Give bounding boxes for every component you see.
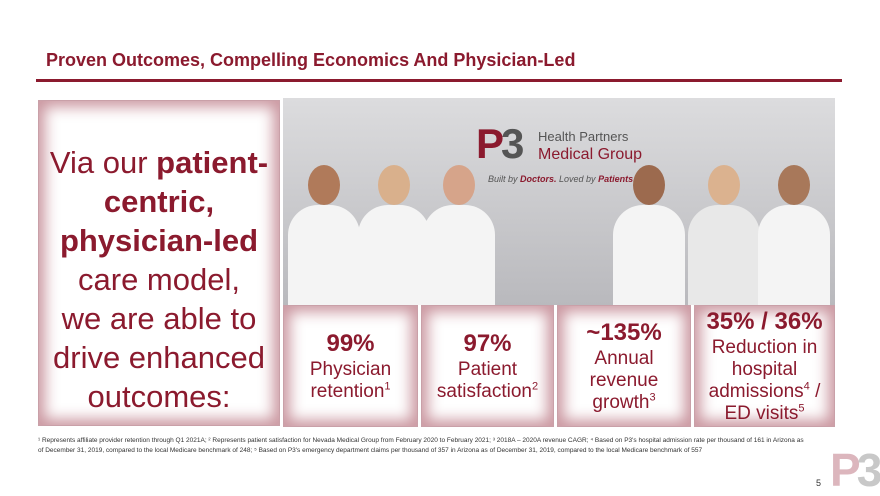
footnote-ref: 2 [531, 380, 539, 393]
stat-label: Reduction in [711, 337, 818, 358]
intro-text: outcomes: [87, 379, 231, 414]
physicians-photo: P3 Health Partners Medical Group Built b… [283, 98, 835, 305]
logo-line1: Health Partners [538, 129, 629, 144]
stat-value: 97% [463, 330, 512, 357]
stat-admissions: 35% / 36% Reduction in hospital admissio… [694, 305, 835, 427]
p3-logo: P3 Health Partners Medical Group Built b… [476, 120, 642, 184]
physician-figure [423, 155, 495, 305]
stat-label: hospital [731, 359, 798, 380]
intro-text: Via our [49, 145, 157, 180]
intro-emphasis: patient- [156, 145, 269, 180]
stat-value: 99% [326, 330, 375, 357]
footnote-ref: 3 [649, 391, 656, 404]
stat-satisfaction: 97% Patient satisfaction2 [421, 305, 554, 427]
logo-tagline: Built by Doctors. Loved by Patients. [488, 174, 636, 184]
stat-revenue-growth: ~135% Annual revenue growth3 [557, 305, 691, 427]
logo-line2: Medical Group [538, 146, 643, 163]
stat-retention: 99% Physician retention1 [283, 305, 418, 427]
stat-label: Patient [457, 359, 518, 380]
logo-p: P [476, 120, 504, 167]
physician-figure [613, 155, 685, 305]
intro-emphasis: physician-led [59, 223, 259, 258]
footnotes: ¹ Represents affiliate provider retentio… [38, 437, 804, 454]
physician-figure [688, 155, 760, 305]
logo-3: 3 [501, 120, 524, 167]
stat-label: satisfaction [436, 381, 532, 402]
stat-label: admissions [708, 381, 804, 402]
stat-label: revenue [589, 370, 659, 391]
footnote-ref: 4 [803, 380, 810, 393]
intro-box: Via our patient- centric, physician-led … [38, 100, 280, 426]
footnote-ref: 5 [798, 402, 805, 415]
physician-figure [288, 155, 360, 305]
stat-label: growth [592, 392, 650, 413]
intro-emphasis: centric, [103, 184, 215, 219]
p3-watermark-logo: P3 [830, 444, 880, 496]
stat-label: Physician [309, 359, 392, 380]
physician-figure [758, 155, 830, 305]
intro-text: drive enhanced [53, 340, 265, 375]
title-divider [36, 79, 842, 82]
footnote-ref: 1 [384, 380, 391, 393]
intro-text: we are able to [61, 301, 257, 336]
stat-value: 35% / 36% [706, 308, 823, 335]
stat-value: ~135% [586, 319, 662, 346]
page-number: 5 [816, 478, 822, 488]
stat-label: Annual [594, 348, 654, 369]
physician-figure [358, 155, 430, 305]
stat-label: retention [310, 381, 385, 402]
slide-title: Proven Outcomes, Compelling Economics An… [46, 50, 576, 70]
intro-text: care model, [78, 262, 240, 297]
stat-label: ED visits [724, 403, 799, 424]
stat-label: / [809, 381, 821, 402]
